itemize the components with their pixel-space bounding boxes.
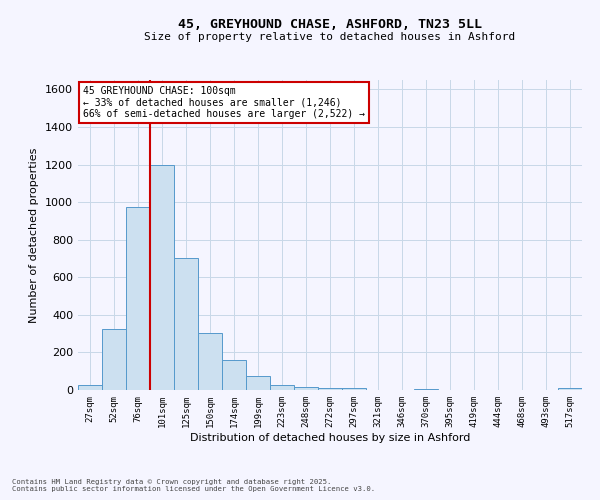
Text: Contains HM Land Registry data © Crown copyright and database right 2025.: Contains HM Land Registry data © Crown c… — [12, 479, 331, 485]
Bar — [294, 387, 318, 390]
Y-axis label: Number of detached properties: Number of detached properties — [29, 148, 40, 322]
X-axis label: Distribution of detached houses by size in Ashford: Distribution of detached houses by size … — [190, 432, 470, 442]
Bar — [414, 389, 438, 390]
Bar — [102, 329, 126, 390]
Bar — [174, 258, 198, 390]
Text: 45, GREYHOUND CHASE, ASHFORD, TN23 5LL: 45, GREYHOUND CHASE, ASHFORD, TN23 5LL — [178, 18, 482, 30]
Bar — [150, 164, 174, 390]
Bar — [222, 360, 246, 390]
Text: 45 GREYHOUND CHASE: 100sqm
← 33% of detached houses are smaller (1,246)
66% of s: 45 GREYHOUND CHASE: 100sqm ← 33% of deta… — [83, 86, 365, 120]
Bar — [270, 386, 294, 390]
Bar — [342, 388, 366, 390]
Text: Contains public sector information licensed under the Open Government Licence v3: Contains public sector information licen… — [12, 486, 375, 492]
Bar — [126, 207, 150, 390]
Bar — [558, 388, 582, 390]
Bar — [318, 388, 342, 390]
Bar — [198, 332, 222, 390]
Text: Size of property relative to detached houses in Ashford: Size of property relative to detached ho… — [145, 32, 515, 42]
Bar — [246, 376, 270, 390]
Bar — [78, 386, 102, 390]
